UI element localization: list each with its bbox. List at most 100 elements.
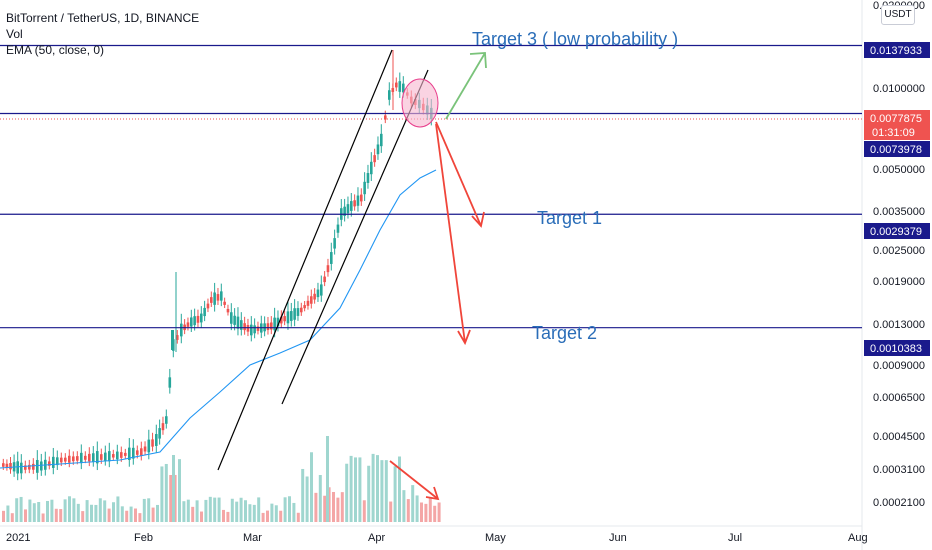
x-tick-label: Aug [848,532,868,544]
candle-body [36,459,39,473]
candle-body [323,276,326,283]
candle-body [92,453,95,462]
candle-body [200,313,203,323]
y-tick-label: 0.0035000 [873,206,925,218]
arrow-target-3[interactable] [445,52,487,120]
candle-body [280,316,283,324]
x-tick-label: Feb [134,532,153,544]
volume-bar [10,513,14,522]
candle-body [64,457,67,462]
volume-bar [362,500,366,522]
price-label-current: 0.0077875 [870,113,922,125]
volume-bar [428,497,432,522]
arrow-target-1[interactable] [435,121,485,228]
x-tick-label: Apr [368,532,385,544]
highlight-circle[interactable] [401,78,439,128]
volume-bar [411,485,415,522]
candle-body [236,316,240,329]
candle-body [233,315,236,325]
currency-button[interactable]: USDT [881,5,915,25]
candle-body [100,454,103,460]
volume-bar [98,498,102,522]
volume-bar [182,501,186,522]
legend-volume[interactable]: Vol [6,27,23,41]
annotation-target-2[interactable]: Target 2 [532,323,597,343]
volume-bar [380,460,384,522]
volume-bar [376,455,379,522]
current-price-box [864,110,930,140]
candle-body [210,297,213,303]
volume-bar [81,511,85,522]
candle-body [246,325,250,332]
candle-body [380,133,383,147]
volume-bars [2,436,441,522]
candle-body [310,296,313,304]
y-tick-label: 0.0050000 [873,164,925,176]
volume-bar [354,457,357,522]
ema-line [0,169,437,469]
volume-bar [371,453,375,522]
x-tick-label: Jun [609,532,627,544]
price-labels: 0.0137933 0.0077875 01:31:09 0.0073978 0… [864,42,930,356]
candle-body [290,311,293,321]
volume-bar [248,504,252,522]
volume-bar [415,495,419,522]
volume-bar [345,463,349,522]
y-tick-label: 0.0013000 [873,319,925,331]
y-tick-label: 0.0002100 [873,497,925,509]
y-tick-label: 0.0006500 [873,392,925,404]
candle-body [395,82,398,88]
volume-bar [349,455,353,522]
volume-bar [173,474,177,522]
candle-body [5,463,9,468]
candle-body [256,326,260,331]
candle-body [293,308,296,320]
candle-body [193,316,196,326]
candle-body [370,161,373,175]
chart-legend: BitTorrent / TetherUS, 1D, BINANCE Vol E… [6,10,199,58]
volume-bar [2,510,5,522]
volume-bar [138,513,142,522]
candle-body [316,289,320,298]
legend-symbol[interactable]: BitTorrent / TetherUS, 1D, BINANCE [6,11,200,25]
candle-body [276,317,280,327]
candle-body [2,463,5,467]
arrow-volume-decline[interactable] [389,460,440,501]
volume-bar [433,505,437,522]
candle-body [147,439,151,453]
candle-body [96,451,99,464]
volume-bar [46,500,49,522]
candle-body [216,294,220,301]
volume-bar [19,496,23,522]
channel-line-upper[interactable] [217,49,393,471]
candle-body [176,335,179,340]
candle-body [16,461,19,474]
annotation-target-3[interactable]: Target 3 ( low probability ) [472,29,678,49]
arrow-target-2[interactable] [435,123,471,346]
candle-body [32,463,35,470]
volume-bar [120,506,124,522]
candle-body [330,252,333,264]
candle-body [40,461,43,471]
candle-body [220,291,223,301]
candle-body [88,453,91,462]
volume-bar [195,500,199,522]
candle-body [398,81,402,92]
legend-ema[interactable]: EMA (50, close, 0) [6,43,105,57]
candle-body [9,463,12,470]
volume-bar [389,501,393,522]
channel-line-lower[interactable] [281,69,429,405]
annotation-target-1[interactable]: Target 1 [537,208,602,228]
candle-body [151,439,154,447]
price-label-level: 0.0029379 [870,226,922,238]
volume-bar [301,468,305,522]
price-label-box [864,141,930,157]
volume-bar [107,508,111,522]
candle-body [363,181,366,195]
volume-bar [164,463,168,522]
volume-bar [274,505,278,522]
volume-bar [235,501,239,522]
candle-body [226,308,230,313]
volume-bar [336,497,340,522]
